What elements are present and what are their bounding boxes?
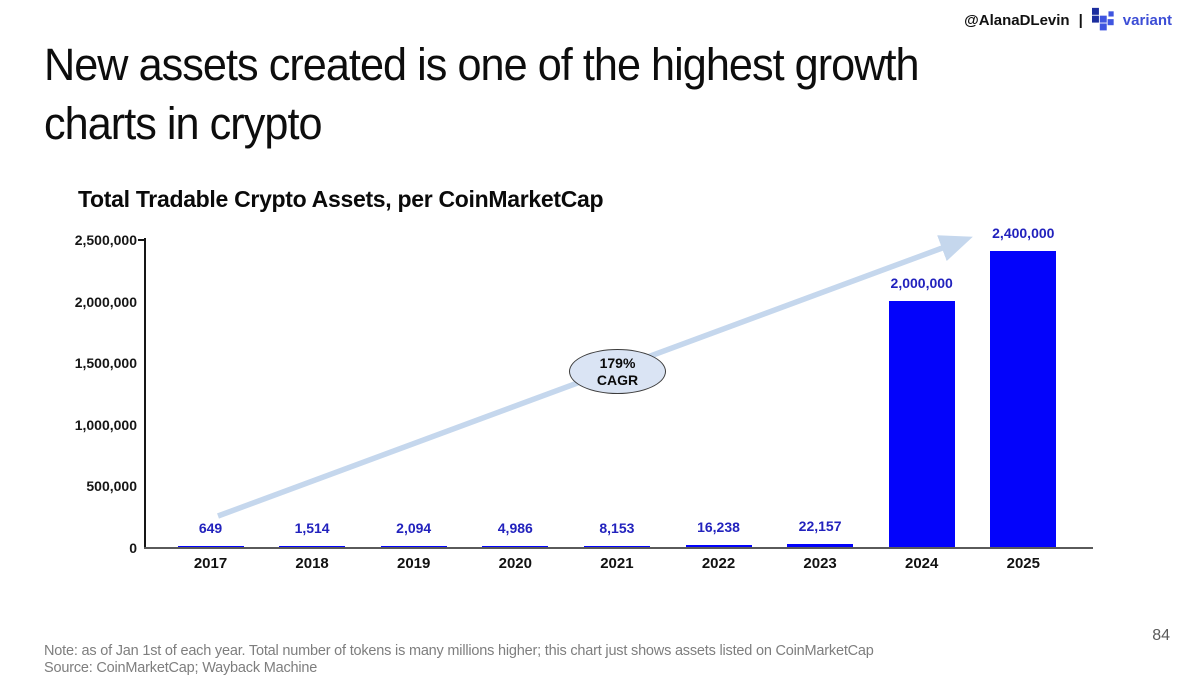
author-handle: @AlanaDLevin [964, 11, 1070, 29]
bar-value-label: 16,238 [697, 519, 740, 535]
y-tick-label: 2,500,000 [74, 232, 137, 248]
bar-value-label: 649 [198, 520, 223, 536]
page-title-line1: New assets created is one of the highest… [44, 39, 920, 90]
x-tick-label: 2021 [600, 555, 634, 572]
page-number: 84 [1152, 627, 1170, 644]
footnote: Note: as of Jan 1st of each year. Total … [44, 643, 874, 659]
y-axis-top-tick [138, 239, 144, 241]
bar [583, 546, 650, 547]
bar [685, 545, 752, 547]
y-tick-label: 2,000,000 [74, 293, 137, 310]
bar [787, 544, 854, 547]
bar [380, 546, 447, 547]
cagr-ellipse: 179% CAGR [569, 349, 666, 394]
brand-name: variant [1122, 11, 1172, 29]
brand: variant [1091, 7, 1172, 33]
x-tick-label: 2024 [905, 555, 939, 572]
variant-logo-icon [1091, 7, 1114, 31]
bar-value-label: 1,514 [294, 520, 330, 536]
x-tick-label: 2018 [295, 555, 329, 572]
bar [990, 251, 1057, 547]
source-note: Source: CoinMarketCap; Wayback Machine [44, 660, 318, 676]
bar-value-label: 2,094 [396, 520, 432, 536]
y-axis-line [144, 238, 146, 548]
x-tick-label: 2017 [193, 555, 228, 572]
y-tick-label: 0 [129, 540, 137, 556]
x-tick-label: 2020 [498, 555, 532, 572]
x-tick-label: 2025 [1006, 555, 1040, 572]
y-tick-label: 1,000,000 [74, 416, 137, 433]
bar [482, 546, 549, 547]
y-tick-label: 500,000 [86, 478, 137, 495]
bar-value-label: 8,153 [599, 520, 635, 536]
y-tick-label: 1,500,000 [74, 355, 137, 372]
x-tick-label: 2023 [803, 555, 837, 572]
header: @AlanaDLevin | variant [964, 7, 1172, 33]
bar [177, 546, 244, 547]
page-title-line2: charts in crypto [44, 97, 323, 149]
bar-value-label: 22,157 [798, 518, 842, 534]
x-tick-label: 2019 [397, 555, 431, 572]
bar-value-label: 2,000,000 [890, 275, 953, 291]
cagr-value: 179% [599, 354, 636, 371]
chart-title: Total Tradable Crypto Assets, per CoinMa… [78, 186, 604, 212]
page-title: New assets created is one of the highest… [44, 36, 1081, 153]
x-axis-line [144, 547, 1093, 549]
header-separator: | [1078, 11, 1083, 29]
x-tick-label: 2022 [701, 555, 736, 572]
bar [279, 546, 346, 547]
cagr-metric: CAGR [596, 371, 639, 388]
bar-value-label: 4,986 [497, 520, 533, 536]
bar-value-label: 2,400,000 [992, 225, 1055, 241]
bar [888, 301, 955, 547]
